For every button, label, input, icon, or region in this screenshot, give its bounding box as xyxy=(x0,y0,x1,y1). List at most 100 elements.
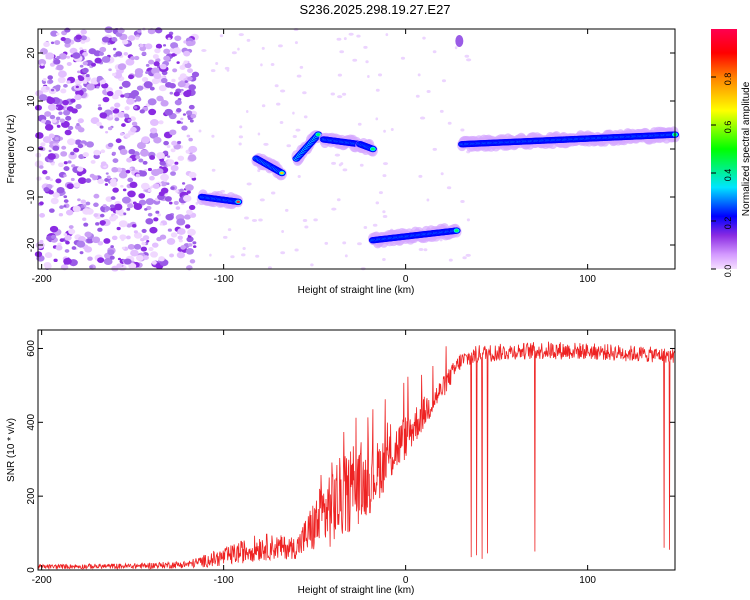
spectrogram-noise-blob xyxy=(344,254,348,258)
spectrogram-noise-blob xyxy=(121,80,131,88)
spectrogram-noise-blob xyxy=(119,148,128,155)
spectrogram-noise-blob xyxy=(107,249,115,256)
spectrogram-noise-blob xyxy=(70,98,76,103)
spectrogram-noise-blob xyxy=(48,149,52,153)
spectrogram-noise-blob xyxy=(97,241,104,246)
spectrogram-noise-blob xyxy=(50,41,55,45)
spectrogram-noise-blob xyxy=(385,33,389,37)
spectrogram-noise-blob xyxy=(73,147,80,153)
spectrogram-noise-blob xyxy=(375,201,380,205)
spectrogram-noise-blob xyxy=(67,160,72,164)
spectrogram-noise-blob xyxy=(75,85,79,89)
spectrogram-noise-blob xyxy=(286,144,292,148)
spectrogram-noise-blob xyxy=(175,108,182,113)
spectrogram-noise-blob xyxy=(336,198,341,202)
spectrogram-noise-blob xyxy=(120,184,124,188)
spectrogram-noise-blob xyxy=(294,41,298,45)
spectrogram-noise-blob xyxy=(79,47,83,51)
spectrogram-noise-blob xyxy=(80,35,87,41)
spectrogram-noise-blob xyxy=(63,204,67,208)
spectrogram-noise-blob xyxy=(70,151,75,156)
spectrogram-noise-blob xyxy=(55,245,63,251)
spectrogram-x-tick-label: -100 xyxy=(214,274,234,285)
spectrogram-noise-blob xyxy=(167,228,172,232)
spectrogram-noise-blob xyxy=(183,60,189,64)
spectrogram-noise-blob xyxy=(175,189,179,193)
spectrogram-noise-blob xyxy=(184,224,191,229)
spectrogram-noise-blob xyxy=(58,212,64,217)
spectrogram-noise-blob xyxy=(192,245,197,249)
spectrogram-noise-blob xyxy=(182,113,187,116)
spectrogram-spike xyxy=(455,35,464,47)
spectrogram-x-tick-label: 100 xyxy=(579,274,596,285)
spectrogram-noise-blob xyxy=(336,37,342,41)
spectrogram-noise-blob xyxy=(160,77,168,84)
spectrogram-noise-blob xyxy=(261,46,265,50)
spectrogram-noise-blob xyxy=(122,212,127,216)
spectrogram-noise-blob xyxy=(170,171,176,176)
spectrogram-noise-blob xyxy=(377,73,383,77)
spectrogram-noise-blob xyxy=(150,251,159,258)
spectrogram-noise-blob xyxy=(111,151,116,156)
spectrogram-noise-blob xyxy=(178,76,184,81)
spectrogram-noise-blob xyxy=(222,235,228,239)
spectrogram-noise-blob xyxy=(447,121,452,125)
spectrogram-noise-blob xyxy=(111,167,119,173)
spectrogram-noise-blob xyxy=(100,161,107,166)
spectrogram-noise-blob xyxy=(122,39,129,45)
spectrogram-noise-blob xyxy=(257,169,261,173)
spectrogram-noise-blob xyxy=(60,88,67,94)
spectrogram-noise-blob xyxy=(187,243,193,247)
spectrogram-noise-blob xyxy=(143,81,153,89)
spectrogram-noise-blob xyxy=(36,176,42,181)
spectrogram-noise-blob xyxy=(55,178,62,184)
spectrogram-noise-blob xyxy=(146,240,150,243)
spectrogram-noise-blob xyxy=(417,73,421,77)
spectrogram-noise-blob xyxy=(99,46,107,53)
spectrogram-noise-blob xyxy=(39,201,44,206)
spectrogram-noise-blob xyxy=(158,85,167,92)
spectrogram-noise-blob xyxy=(93,193,100,199)
spectrogram-noise-blob xyxy=(123,93,130,98)
spectrogram-noise-blob xyxy=(56,64,64,71)
spectrogram-noise-blob xyxy=(58,111,63,116)
spectrogram-noise-blob xyxy=(127,118,132,122)
spectrogram-noise-blob xyxy=(170,232,178,238)
spectrogram-noise-blob xyxy=(127,35,136,42)
spectrogram-noise-blob xyxy=(63,257,72,265)
spectrogram-noise-blob xyxy=(86,237,94,244)
spectrogram-noise-blob xyxy=(126,157,133,163)
spectrogram-noise-blob xyxy=(45,52,55,60)
spectrogram-noise-blob xyxy=(72,205,81,213)
spectrogram-noise-blob xyxy=(85,73,90,78)
spectrogram-noise-blob xyxy=(337,95,343,99)
spectrogram-noise-blob xyxy=(76,240,86,248)
spectrogram-noise-blob xyxy=(128,74,134,80)
spectrogram-noise-blob xyxy=(57,70,67,78)
spectrogram-noise-blob xyxy=(75,104,82,110)
snr-line-group xyxy=(37,341,676,571)
spectrogram-noise-blob xyxy=(99,112,108,119)
spectrogram-noise-blob xyxy=(331,207,337,211)
colorbar-label: Normalized spectral amplitude xyxy=(741,81,750,216)
spectrogram-noise-blob xyxy=(375,117,379,121)
snr-x-tick-label: -200 xyxy=(32,575,52,586)
spectrogram-noise-blob xyxy=(367,74,370,78)
spectrogram-noise-blob xyxy=(185,110,193,116)
spectrogram-noise-blob xyxy=(186,134,191,138)
spectrogram-noise-blob xyxy=(342,168,348,172)
spectrogram-noise-blob xyxy=(115,138,122,144)
spectrogram-noise-blob xyxy=(159,160,167,166)
spectrogram-noise-blob xyxy=(48,79,54,84)
spectrogram-noise-blob xyxy=(63,199,69,203)
spectrogram-noise-blob xyxy=(117,111,126,118)
spectrogram-noise-blob xyxy=(166,182,170,185)
spectrogram-noise-blob xyxy=(181,125,188,131)
spectrogram-noise-blob xyxy=(119,132,124,136)
spectrogram-noise-blob xyxy=(80,29,88,35)
spectrogram-y-tick-label: -10 xyxy=(26,189,37,204)
spectrogram-noise-blob xyxy=(74,124,82,130)
spectrogram-noise-blob xyxy=(164,108,173,116)
spectrogram-noise-blob xyxy=(160,173,170,181)
spectrogram-noise-blob xyxy=(147,98,157,106)
